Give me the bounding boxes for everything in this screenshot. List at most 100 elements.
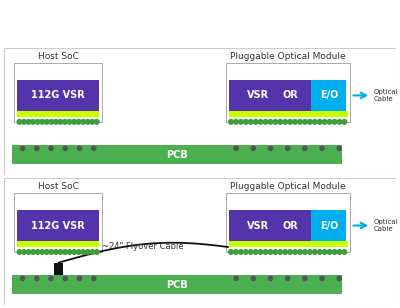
- Circle shape: [35, 276, 39, 281]
- Circle shape: [318, 250, 322, 254]
- Text: ~24" Flyover Cable: ~24" Flyover Cable: [102, 242, 184, 251]
- Circle shape: [303, 250, 307, 254]
- Circle shape: [312, 250, 317, 254]
- Circle shape: [248, 120, 253, 124]
- Circle shape: [72, 250, 76, 254]
- Circle shape: [17, 120, 22, 124]
- Circle shape: [303, 146, 307, 150]
- Bar: [18, 79, 99, 111]
- Circle shape: [90, 250, 94, 254]
- Circle shape: [238, 120, 243, 124]
- Circle shape: [327, 120, 332, 124]
- Circle shape: [337, 276, 341, 281]
- Text: PCB: PCB: [166, 150, 188, 160]
- Bar: [312, 79, 346, 111]
- Bar: [229, 210, 312, 241]
- Circle shape: [86, 250, 90, 254]
- Circle shape: [298, 250, 302, 254]
- Bar: [312, 210, 346, 241]
- Circle shape: [298, 120, 302, 124]
- Text: VSR: VSR: [247, 221, 269, 230]
- Circle shape: [44, 250, 49, 254]
- Circle shape: [234, 250, 238, 254]
- Bar: [14, 193, 102, 252]
- Circle shape: [332, 120, 337, 124]
- Bar: [229, 79, 312, 111]
- Circle shape: [78, 276, 82, 281]
- Circle shape: [303, 276, 307, 281]
- Bar: [18, 111, 99, 116]
- Text: Pluggable Optical Module: Pluggable Optical Module: [230, 182, 346, 191]
- Circle shape: [49, 276, 53, 281]
- Circle shape: [337, 146, 341, 150]
- Circle shape: [286, 276, 290, 281]
- Circle shape: [36, 250, 40, 254]
- Circle shape: [40, 120, 44, 124]
- Circle shape: [40, 250, 44, 254]
- Bar: [18, 241, 99, 247]
- Text: E/O: E/O: [320, 221, 338, 230]
- Circle shape: [238, 250, 243, 254]
- Text: Host SoC: Host SoC: [38, 182, 78, 191]
- Circle shape: [58, 120, 63, 124]
- Circle shape: [251, 276, 255, 281]
- Text: Pluggable Optical Module: Pluggable Optical Module: [59, 13, 341, 32]
- Circle shape: [312, 120, 317, 124]
- Circle shape: [31, 120, 35, 124]
- Circle shape: [322, 120, 327, 124]
- Bar: [14, 63, 102, 122]
- Circle shape: [31, 250, 35, 254]
- Circle shape: [268, 120, 273, 124]
- Circle shape: [332, 250, 337, 254]
- Circle shape: [78, 146, 82, 150]
- Text: 112G VSR: 112G VSR: [31, 90, 85, 100]
- Circle shape: [90, 120, 94, 124]
- Circle shape: [81, 250, 86, 254]
- Circle shape: [273, 120, 278, 124]
- Circle shape: [58, 250, 63, 254]
- Circle shape: [22, 120, 26, 124]
- Circle shape: [268, 146, 272, 150]
- Circle shape: [86, 120, 90, 124]
- Circle shape: [268, 250, 273, 254]
- Circle shape: [251, 146, 255, 150]
- Circle shape: [244, 120, 248, 124]
- Circle shape: [293, 120, 297, 124]
- Circle shape: [318, 120, 322, 124]
- Circle shape: [308, 250, 312, 254]
- Text: 112G VSR: 112G VSR: [31, 221, 85, 230]
- Circle shape: [337, 120, 342, 124]
- Text: Pluggable Optical Module: Pluggable Optical Module: [230, 52, 346, 61]
- Circle shape: [253, 250, 258, 254]
- Circle shape: [63, 276, 67, 281]
- Circle shape: [253, 120, 258, 124]
- Bar: [18, 210, 99, 241]
- Circle shape: [322, 250, 327, 254]
- Circle shape: [44, 120, 49, 124]
- Circle shape: [327, 250, 332, 254]
- Circle shape: [36, 120, 40, 124]
- Circle shape: [244, 250, 248, 254]
- Circle shape: [278, 250, 282, 254]
- Circle shape: [308, 120, 312, 124]
- Circle shape: [258, 250, 263, 254]
- Circle shape: [303, 120, 307, 124]
- Circle shape: [20, 276, 25, 281]
- Circle shape: [94, 120, 99, 124]
- Circle shape: [288, 250, 292, 254]
- Circle shape: [49, 250, 54, 254]
- Text: OR: OR: [283, 221, 299, 230]
- Text: VSR: VSR: [247, 90, 269, 100]
- Circle shape: [263, 250, 268, 254]
- Circle shape: [248, 250, 253, 254]
- Circle shape: [67, 250, 72, 254]
- Circle shape: [342, 120, 347, 124]
- Circle shape: [17, 250, 22, 254]
- Circle shape: [72, 120, 76, 124]
- Text: E/O: E/O: [320, 90, 338, 100]
- Circle shape: [81, 120, 86, 124]
- Circle shape: [49, 146, 53, 150]
- Circle shape: [286, 146, 290, 150]
- Circle shape: [92, 146, 96, 150]
- Circle shape: [234, 120, 238, 124]
